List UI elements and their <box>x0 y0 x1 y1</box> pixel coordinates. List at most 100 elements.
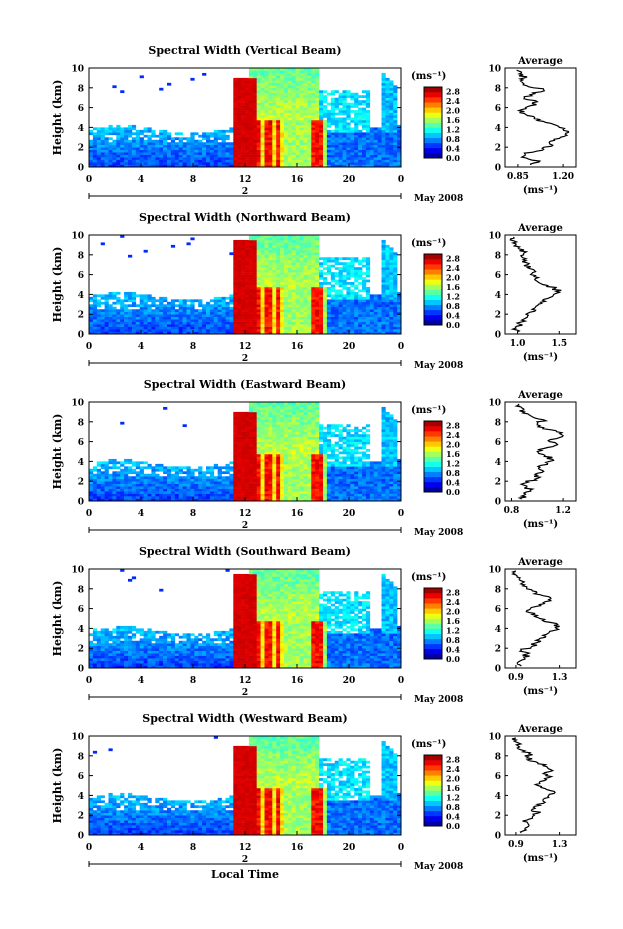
heatmap-cell <box>393 324 398 327</box>
heatmap-cell <box>167 316 172 320</box>
heatmap-cell <box>346 306 351 310</box>
heatmap-cell <box>311 299 316 303</box>
heatmap-cell <box>354 272 359 275</box>
heatmap-cell <box>307 262 312 265</box>
heatmap-cell <box>389 85 394 89</box>
heatmap-cell <box>307 127 312 131</box>
heatmap-cell <box>358 277 363 280</box>
heatmap-cell <box>276 286 281 290</box>
heatmap-cell <box>362 159 367 163</box>
heatmap-cell <box>264 414 269 418</box>
heatmap-cell <box>237 434 242 437</box>
heatmap-cell <box>334 282 339 285</box>
heatmap-cell <box>385 309 390 313</box>
heatmap-cell <box>100 324 105 327</box>
heatmap-cell <box>280 137 285 141</box>
heatmap-cell <box>163 311 168 315</box>
heatmap-cell <box>159 296 164 300</box>
heatmap-cell <box>241 264 246 268</box>
heatmap-cell <box>369 321 374 325</box>
heatmap-cell <box>295 70 300 74</box>
y-tick-label: 0 <box>78 164 84 174</box>
heatmap-cell <box>369 306 374 310</box>
heatmap-cell <box>311 87 316 91</box>
heatmap-cell <box>96 164 101 168</box>
heatmap-cell <box>209 142 215 146</box>
heatmap-cell <box>280 291 285 295</box>
heatmap-cell <box>397 124 402 128</box>
heatmap-cell <box>362 257 367 261</box>
heatmap-cell <box>108 488 113 492</box>
heatmap-cell <box>256 132 261 136</box>
heatmap-cell <box>276 274 281 278</box>
heatmap-cell <box>268 68 273 71</box>
heatmap-cell <box>170 476 176 480</box>
heatmap-cell <box>155 144 160 148</box>
heatmap-cell <box>120 491 125 494</box>
heatmap-cell <box>92 304 98 308</box>
heatmap-cell <box>135 154 140 158</box>
heatmap-cell <box>362 147 367 150</box>
heatmap-cell <box>295 117 300 121</box>
heatmap-cell <box>280 134 285 138</box>
heatmap-cell <box>315 254 320 258</box>
heatmap-cell <box>252 491 257 494</box>
heatmap-cell <box>393 284 398 288</box>
heatmap-cell <box>256 319 261 322</box>
heatmap-cell <box>100 321 105 325</box>
heatmap-cell <box>213 324 218 327</box>
heatmap-cell <box>178 164 183 168</box>
heatmap-cell <box>338 282 343 285</box>
heatmap-cell <box>233 85 238 89</box>
heatmap-cell <box>112 314 117 317</box>
heatmap-cell <box>338 257 343 261</box>
heatmap-cell <box>174 154 179 158</box>
heatmap-cell <box>342 257 347 261</box>
heatmap-cell <box>206 468 211 472</box>
heatmap-cell <box>233 137 238 141</box>
heatmap-cell <box>112 309 117 313</box>
heatmap-cell <box>272 252 277 256</box>
heatmap-cell <box>202 142 207 146</box>
heatmap-cell <box>124 157 129 160</box>
heatmap-cell <box>252 466 257 470</box>
heatmap-cell <box>272 493 277 497</box>
heatmap-cell <box>139 478 144 482</box>
heatmap-cell <box>155 164 160 168</box>
heatmap-cell <box>346 112 351 116</box>
heatmap-cell <box>174 478 179 482</box>
heatmap-cell <box>303 259 308 263</box>
heatmap-cell <box>256 476 261 480</box>
heatmap-cell <box>381 97 386 101</box>
heatmap-cell <box>397 301 402 305</box>
heatmap-cell <box>167 468 172 472</box>
heatmap-cell <box>260 242 265 246</box>
heatmap-cell <box>268 134 273 138</box>
heatmap-cell <box>326 291 332 295</box>
heatmap-cell <box>190 306 195 310</box>
heatmap-cell <box>319 296 324 300</box>
heatmap-cell <box>245 461 250 465</box>
heatmap-cell <box>241 122 246 126</box>
heatmap-cell <box>245 264 250 268</box>
heatmap-cell <box>248 331 254 335</box>
heatmap-cell <box>116 466 121 470</box>
heatmap-cell <box>338 289 343 293</box>
heatmap-cell <box>323 324 328 327</box>
heatmap-cell <box>303 257 308 261</box>
heatmap-cell <box>276 247 281 251</box>
heatmap-cell <box>362 272 367 275</box>
heatmap-cell <box>202 488 207 492</box>
heatmap-cell <box>256 463 261 467</box>
heatmap-cell <box>233 242 238 246</box>
heatmap-cell <box>315 311 320 315</box>
heatmap-cell <box>276 152 281 155</box>
heatmap-cell <box>92 331 98 335</box>
heatmap-cell <box>245 316 250 320</box>
heatmap-cell <box>229 142 234 146</box>
heatmap-cell <box>280 102 285 106</box>
heatmap-cell <box>167 306 172 310</box>
heatmap-cell <box>284 107 289 111</box>
heatmap-cell <box>291 242 296 246</box>
heatmap-cell <box>303 309 308 313</box>
